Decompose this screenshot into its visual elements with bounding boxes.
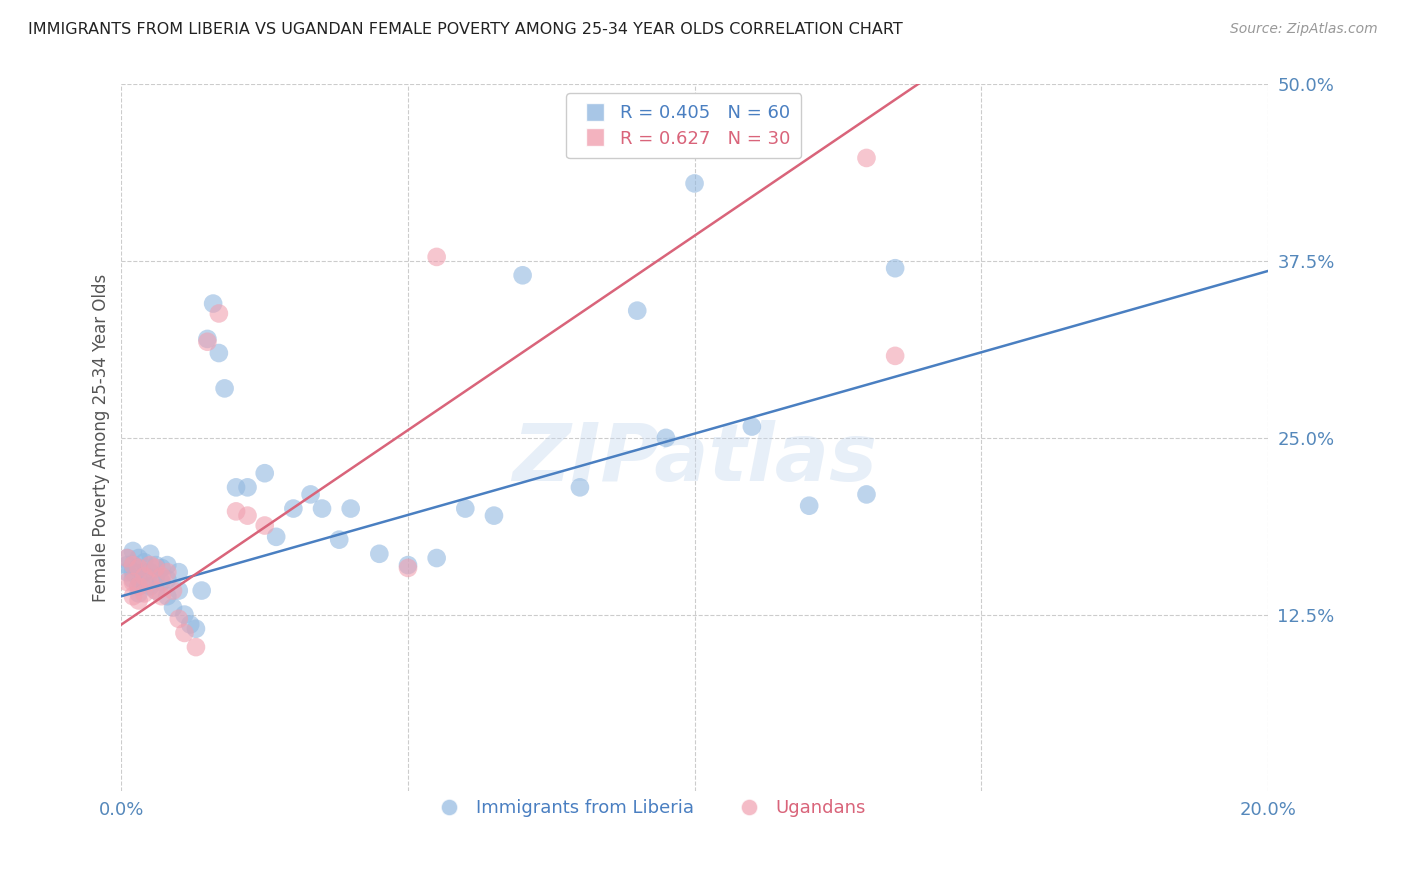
Point: [328, 533, 350, 547]
Point: [128, 561, 150, 575]
Point: [139, 558, 162, 573]
Point: [482, 508, 505, 523]
Point: [115, 575, 138, 590]
Point: [799, 499, 821, 513]
Point: [173, 626, 195, 640]
Point: [162, 600, 184, 615]
Point: [184, 640, 207, 654]
Text: IMMIGRANTS FROM LIBERIA VS UGANDAN FEMALE POVERTY AMONG 25-34 YEAR OLDS CORRELAT: IMMIGRANTS FROM LIBERIA VS UGANDAN FEMAL…: [28, 22, 903, 37]
Text: Source: ZipAtlas.com: Source: ZipAtlas.com: [1230, 22, 1378, 37]
Point: [884, 349, 907, 363]
Point: [139, 575, 162, 590]
Point: [396, 558, 419, 573]
Point: [128, 593, 150, 607]
Point: [122, 565, 145, 579]
Point: [122, 558, 145, 573]
Point: [741, 419, 763, 434]
Point: [311, 501, 333, 516]
Text: ZIPatlas: ZIPatlas: [512, 420, 877, 498]
Point: [139, 565, 162, 579]
Point: [512, 268, 534, 283]
Point: [122, 558, 145, 573]
Point: [150, 575, 173, 590]
Point: [283, 501, 305, 516]
Point: [202, 296, 225, 310]
Point: [122, 572, 145, 586]
Point: [139, 579, 162, 593]
Point: [145, 569, 167, 583]
Point: [134, 565, 156, 579]
Point: [128, 579, 150, 593]
Point: [162, 583, 184, 598]
Point: [156, 565, 179, 579]
Point: [299, 487, 322, 501]
Point: [134, 569, 156, 583]
Point: [122, 575, 145, 590]
Point: [145, 583, 167, 598]
Point: [150, 561, 173, 575]
Point: [253, 518, 276, 533]
Point: [396, 561, 419, 575]
Point: [454, 501, 477, 516]
Point: [115, 558, 138, 573]
Point: [655, 431, 678, 445]
Point: [426, 250, 449, 264]
Point: [128, 561, 150, 575]
Point: [884, 261, 907, 276]
Point: [208, 346, 231, 360]
Point: [128, 586, 150, 600]
Point: [253, 467, 276, 481]
Point: [214, 381, 236, 395]
Point: [184, 622, 207, 636]
Point: [167, 565, 190, 579]
Point: [167, 583, 190, 598]
Point: [115, 551, 138, 566]
Point: [208, 306, 231, 320]
Point: [134, 575, 156, 590]
Point: [197, 334, 219, 349]
Point: [368, 547, 391, 561]
Point: [156, 589, 179, 603]
Point: [150, 589, 173, 603]
Point: [568, 480, 591, 494]
Point: [145, 558, 167, 573]
Point: [122, 544, 145, 558]
Point: [197, 332, 219, 346]
Point: [225, 504, 247, 518]
Y-axis label: Female Poverty Among 25-34 Year Olds: Female Poverty Among 25-34 Year Olds: [93, 274, 110, 602]
Point: [134, 555, 156, 569]
Point: [122, 589, 145, 603]
Point: [264, 530, 287, 544]
Point: [145, 561, 167, 575]
Point: [236, 508, 259, 523]
Point: [190, 583, 212, 598]
Point: [128, 551, 150, 566]
Point: [115, 565, 138, 579]
Point: [115, 551, 138, 566]
Point: [236, 480, 259, 494]
Point: [855, 487, 877, 501]
Point: [855, 151, 877, 165]
Point: [145, 583, 167, 598]
Point: [626, 303, 648, 318]
Point: [128, 579, 150, 593]
Legend: Immigrants from Liberia, Ugandans: Immigrants from Liberia, Ugandans: [425, 792, 873, 825]
Point: [128, 572, 150, 586]
Point: [173, 607, 195, 622]
Point: [156, 572, 179, 586]
Point: [225, 480, 247, 494]
Point: [150, 569, 173, 583]
Point: [339, 501, 361, 516]
Point: [134, 586, 156, 600]
Point: [139, 547, 162, 561]
Point: [683, 177, 706, 191]
Point: [156, 558, 179, 573]
Point: [167, 612, 190, 626]
Point: [179, 617, 201, 632]
Point: [426, 551, 449, 566]
